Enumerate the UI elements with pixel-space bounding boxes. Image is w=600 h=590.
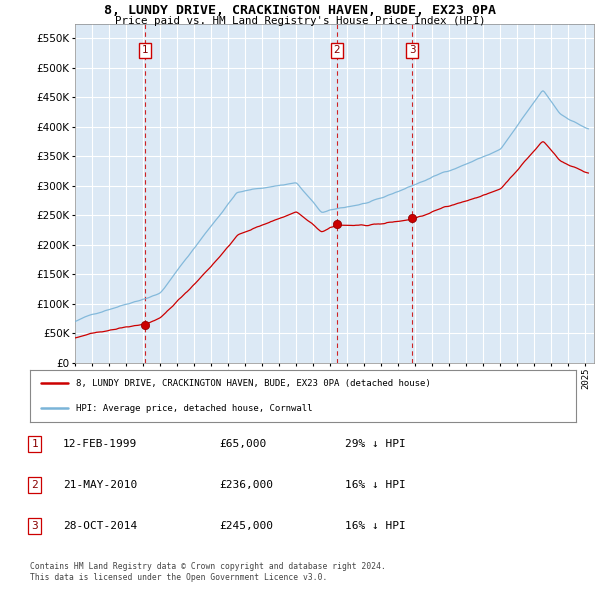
- Text: 28-OCT-2014: 28-OCT-2014: [63, 522, 137, 531]
- Text: 1: 1: [142, 45, 148, 55]
- Text: 3: 3: [409, 45, 416, 55]
- Text: 8, LUNDY DRIVE, CRACKINGTON HAVEN, BUDE, EX23 0PA: 8, LUNDY DRIVE, CRACKINGTON HAVEN, BUDE,…: [104, 4, 496, 17]
- Text: 8, LUNDY DRIVE, CRACKINGTON HAVEN, BUDE, EX23 0PA (detached house): 8, LUNDY DRIVE, CRACKINGTON HAVEN, BUDE,…: [76, 379, 431, 388]
- Text: £236,000: £236,000: [219, 480, 273, 490]
- Text: 29% ↓ HPI: 29% ↓ HPI: [345, 439, 406, 448]
- Text: 16% ↓ HPI: 16% ↓ HPI: [345, 480, 406, 490]
- Text: HPI: Average price, detached house, Cornwall: HPI: Average price, detached house, Corn…: [76, 404, 313, 413]
- Text: £245,000: £245,000: [219, 522, 273, 531]
- Text: £65,000: £65,000: [219, 439, 266, 448]
- Text: 3: 3: [31, 522, 38, 531]
- Text: 21-MAY-2010: 21-MAY-2010: [63, 480, 137, 490]
- Text: Contains HM Land Registry data © Crown copyright and database right 2024.
This d: Contains HM Land Registry data © Crown c…: [30, 562, 386, 582]
- Text: 16% ↓ HPI: 16% ↓ HPI: [345, 522, 406, 531]
- Text: 1: 1: [31, 439, 38, 448]
- Text: Price paid vs. HM Land Registry's House Price Index (HPI): Price paid vs. HM Land Registry's House …: [115, 16, 485, 26]
- Text: 2: 2: [334, 45, 340, 55]
- Text: 2: 2: [31, 480, 38, 490]
- Text: 12-FEB-1999: 12-FEB-1999: [63, 439, 137, 448]
